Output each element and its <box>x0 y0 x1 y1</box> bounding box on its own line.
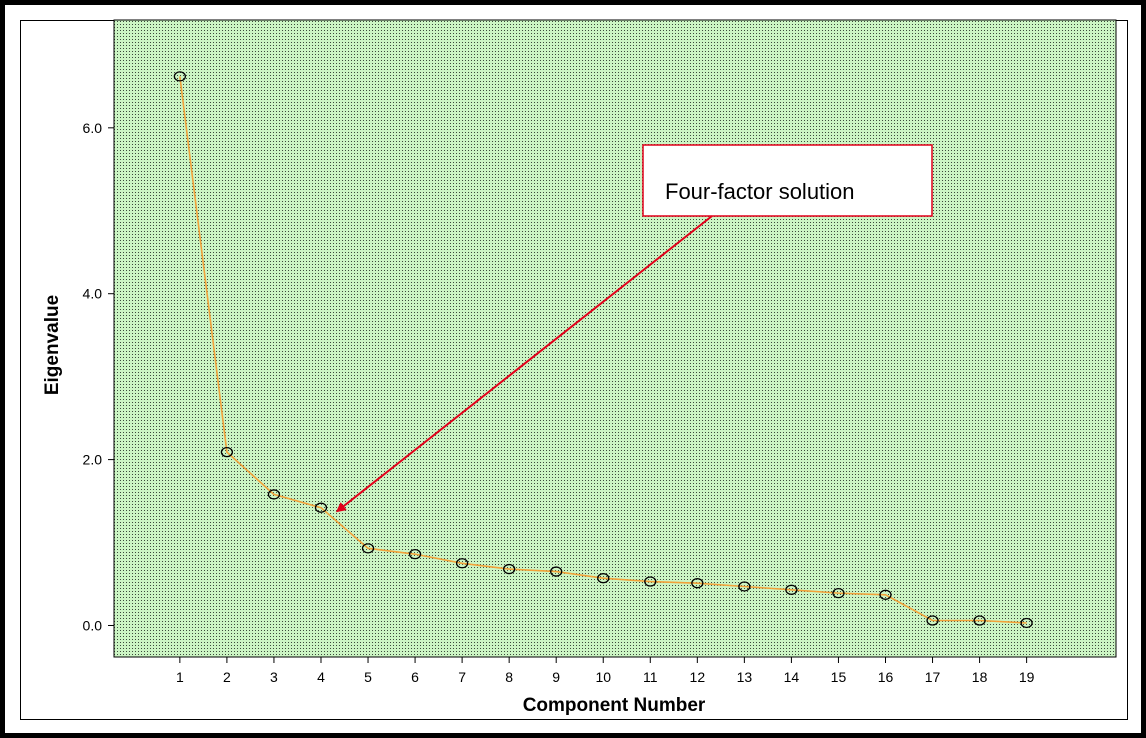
x-tick-label: 12 <box>690 669 706 685</box>
x-tick-label: 10 <box>595 669 611 685</box>
x-tick-label: 11 <box>643 669 658 685</box>
x-tick-label: 2 <box>223 669 231 685</box>
x-tick-label: 1 <box>176 669 184 685</box>
x-tick-label: 18 <box>972 669 988 685</box>
x-tick-label: 4 <box>317 669 325 685</box>
x-tick-label: 17 <box>925 669 941 685</box>
y-tick-label: 0.0 <box>83 617 103 633</box>
x-axis-ticks: 1 2 3 4 5 6 7 8 9 10 11 12 13 14 15 16 17 18 19 <box>176 657 1035 685</box>
y-tick-label: 4.0 <box>83 286 103 302</box>
plot-area <box>114 20 1116 657</box>
x-tick-label: 8 <box>505 669 513 685</box>
x-tick-label: 19 <box>1019 669 1035 685</box>
y-axis-ticks: 0.0 2.0 4.0 6.0 <box>83 120 114 634</box>
x-tick-label: 16 <box>878 669 894 685</box>
x-tick-label: 3 <box>270 669 278 685</box>
y-axis-title: Eigenvalue <box>42 295 63 395</box>
callout-text: Four-factor solution <box>665 179 855 204</box>
x-axis-title: Component Number <box>523 695 706 716</box>
x-tick-label: 6 <box>411 669 419 685</box>
x-tick-label: 15 <box>831 669 847 685</box>
x-tick-label: 13 <box>737 669 753 685</box>
x-tick-label: 14 <box>784 669 800 685</box>
x-tick-label: 7 <box>458 669 466 685</box>
y-tick-label: 2.0 <box>83 452 103 468</box>
x-tick-label: 5 <box>364 669 372 685</box>
y-tick-label: 6.0 <box>83 120 103 136</box>
x-tick-label: 9 <box>552 669 560 685</box>
